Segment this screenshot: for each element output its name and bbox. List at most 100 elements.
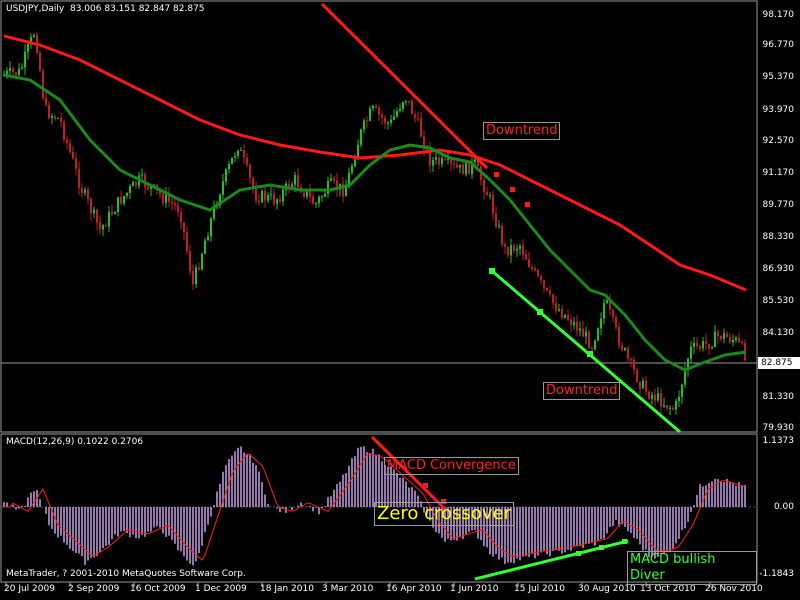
price-label: 93.970: [762, 105, 795, 115]
candle-body: [627, 348, 629, 359]
candle-body: [681, 384, 683, 397]
candle-body: [321, 196, 323, 198]
candle-body: [684, 370, 686, 385]
date-label: 26 Nov 2010: [705, 584, 763, 594]
candle-body: [33, 35, 35, 37]
candle-body: [483, 179, 485, 193]
price-label: 89.770: [762, 200, 795, 210]
candle-body: [459, 164, 461, 168]
candle-body: [456, 164, 458, 168]
candle-body: [393, 116, 395, 120]
candle-body: [690, 346, 692, 359]
candle-body: [486, 192, 488, 196]
candle-body: [468, 161, 470, 174]
candle-body: [378, 107, 380, 115]
candle-body: [39, 52, 41, 71]
candle-body: [87, 189, 89, 200]
downtrend-markers: [494, 172, 530, 207]
date-label: 2 Sep 2009: [68, 584, 120, 594]
downtrend-line-red[interactable]: [320, 2, 489, 170]
candle-body: [420, 118, 422, 137]
price-label: 96.770: [762, 40, 795, 50]
candle-body: [330, 178, 332, 181]
candle-body: [141, 174, 143, 176]
candle-body: [108, 211, 110, 227]
candle-body: [729, 337, 731, 343]
candle-body: [390, 119, 392, 123]
macd-convergence-markers: [423, 483, 446, 504]
candle-body: [189, 251, 191, 272]
candle-body: [333, 178, 335, 181]
candle-body: [705, 341, 707, 344]
candle-body: [498, 225, 500, 227]
candle-body: [273, 194, 275, 204]
candle-body: [606, 300, 608, 304]
support-line-green[interactable]: [491, 269, 681, 434]
candle-body: [306, 191, 308, 197]
candle-body: [69, 142, 71, 152]
date-label: 16 Oct 2009: [130, 584, 186, 594]
candle-body: [738, 337, 740, 343]
candle-body: [612, 309, 614, 318]
candle-body: [477, 159, 479, 167]
date-label: 18 Jan 2010: [260, 584, 314, 594]
candle-body: [405, 100, 407, 103]
candle-body: [462, 164, 464, 175]
price-label: 84.130: [762, 328, 795, 338]
candle-body: [504, 244, 506, 247]
candle-body: [585, 331, 587, 337]
candle-body: [609, 300, 611, 310]
candle-body: [297, 174, 299, 188]
candle-body: [249, 164, 251, 179]
candle-body: [411, 101, 413, 115]
date-label: 1 Dec 2009: [195, 584, 247, 594]
downtrend-callout-upper[interactable]: Downtrend: [483, 122, 561, 140]
date-label: 1 Jun 2010: [450, 584, 499, 594]
candle-body: [660, 393, 662, 407]
candle-body: [252, 178, 254, 190]
candle-body: [492, 194, 494, 214]
candle-body: [315, 203, 317, 205]
candle-body: [174, 203, 176, 206]
candle-body: [579, 328, 581, 331]
candle-body: [282, 189, 284, 202]
downtrend-callout-lower[interactable]: Downtrend: [543, 382, 621, 400]
candle-body: [219, 194, 221, 206]
candle-body: [354, 159, 356, 167]
candle-body: [6, 70, 8, 75]
price-label: 79.930: [762, 423, 795, 433]
price-label: 88.330: [762, 232, 795, 242]
candle-body: [465, 161, 467, 175]
price-label: 85.530: [762, 296, 795, 306]
candle-body: [495, 213, 497, 227]
candle-body: [81, 188, 83, 193]
candle-body: [621, 344, 623, 351]
candle-body: [222, 181, 224, 195]
candle-body: [633, 359, 635, 370]
candle-body: [195, 267, 197, 285]
candle-body: [177, 205, 179, 213]
macd-convergence-callout[interactable]: MACD Convergence: [384, 457, 519, 475]
candle-body: [312, 196, 314, 205]
candle-body: [18, 68, 20, 75]
symbol-label: USDJPY,Daily 83.006 83.151 82.847 82.875: [6, 4, 205, 14]
candle-body: [21, 67, 23, 69]
candle-body: [447, 159, 449, 161]
moving-average-slow: [3, 34, 747, 292]
candle-body: [57, 117, 59, 119]
candle-body: [438, 157, 440, 165]
candle-body: [531, 267, 533, 269]
macd-bullish-divergence-callout[interactable]: MACD bullish Diver: [627, 551, 757, 585]
candle-body: [573, 321, 575, 326]
macd-axis-bottom: -1.1843: [759, 569, 794, 579]
candle-body: [225, 169, 227, 182]
candle-body: [603, 303, 605, 319]
candle-body: [450, 159, 452, 164]
candle-body: [711, 346, 713, 349]
zero-crossover-callout[interactable]: Zero crossover: [374, 502, 514, 526]
candle-body: [444, 158, 446, 160]
candle-body: [594, 340, 596, 350]
candle-body: [432, 159, 434, 166]
candle-body: [387, 122, 389, 124]
